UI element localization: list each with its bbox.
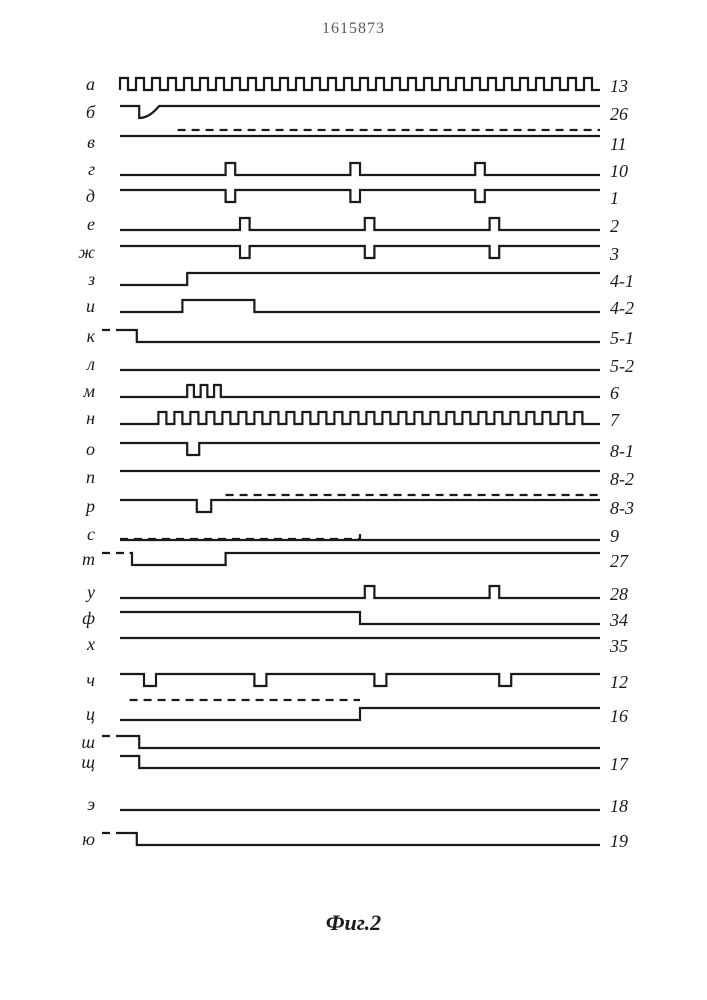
trace-label: з (75, 269, 95, 290)
trace-number: 2 (610, 216, 619, 237)
trace-label: п (75, 467, 95, 488)
trace-number: 16 (610, 706, 628, 727)
trace-number: 8-3 (610, 498, 634, 519)
trace-label: д (75, 186, 95, 207)
trace-number: 19 (610, 831, 628, 852)
trace-label: б (75, 102, 95, 123)
trace-number: 17 (610, 754, 628, 775)
trace-number: 6 (610, 383, 619, 404)
trace-number: 26 (610, 104, 628, 125)
trace-label: е (75, 214, 95, 235)
trace-label: щ (75, 752, 95, 773)
trace-label: у (75, 582, 95, 603)
trace-number: 4-1 (610, 271, 634, 292)
trace-label: к (75, 326, 95, 347)
trace-number: 35 (610, 636, 628, 657)
trace-label: г (75, 159, 95, 180)
trace-label: э (75, 794, 95, 815)
trace-label: ю (75, 829, 95, 850)
trace-label: о (75, 439, 95, 460)
trace-label: в (75, 132, 95, 153)
trace-number: 18 (610, 796, 628, 817)
figure-caption: Фиг.2 (326, 910, 381, 936)
trace-number: 1 (610, 188, 619, 209)
trace-label: р (75, 496, 95, 517)
trace-label: а (75, 74, 95, 95)
page: { "doc_number": "1615873", "doc_number_t… (0, 0, 707, 1000)
trace-label: ч (75, 670, 95, 691)
trace-number: 34 (610, 610, 628, 631)
waveform-svg (0, 0, 707, 1000)
trace-label: ж (75, 242, 95, 263)
trace-number: 7 (610, 410, 619, 431)
trace-number: 11 (610, 134, 627, 155)
trace-label: ц (75, 704, 95, 725)
trace-number: 8-2 (610, 469, 634, 490)
trace-number: 10 (610, 161, 628, 182)
trace-label: ш (75, 732, 95, 753)
trace-number: 5-2 (610, 356, 634, 377)
trace-number: 13 (610, 76, 628, 97)
trace-label: ф (75, 608, 95, 629)
trace-number: 4-2 (610, 298, 634, 319)
trace-number: 27 (610, 551, 628, 572)
trace-label: х (75, 634, 95, 655)
trace-number: 12 (610, 672, 628, 693)
trace-number: 28 (610, 584, 628, 605)
trace-label: и (75, 296, 95, 317)
trace-label: н (75, 408, 95, 429)
trace-number: 3 (610, 244, 619, 265)
trace-number: 9 (610, 526, 619, 547)
trace-number: 5-1 (610, 328, 634, 349)
trace-label: т (75, 549, 95, 570)
trace-label: с (75, 524, 95, 545)
trace-label: л (75, 354, 95, 375)
trace-label: м (75, 381, 95, 402)
trace-number: 8-1 (610, 441, 634, 462)
